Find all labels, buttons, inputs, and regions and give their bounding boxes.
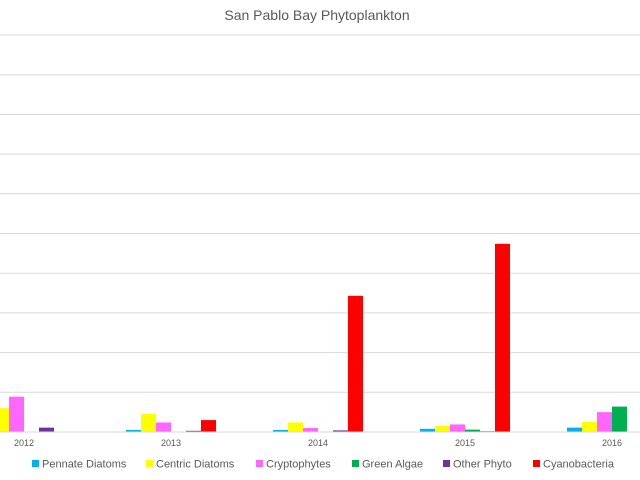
- bar-centric-diatoms-2014: [288, 422, 303, 432]
- x-tick-label: 2016: [602, 438, 622, 448]
- bar-centric-diatoms-2016: [582, 421, 597, 432]
- legend-label: Other Phyto: [453, 459, 512, 471]
- x-tick-label: 2013: [161, 438, 181, 448]
- x-tick-label: 2015: [455, 438, 475, 448]
- bar-cryptophytes-2014: [303, 428, 318, 432]
- legend-label: Green Algae: [362, 459, 423, 471]
- legend-swatch: [256, 460, 263, 467]
- legend-label: Pennate Diatoms: [42, 459, 127, 471]
- bar-centric-diatoms-2013: [141, 413, 156, 432]
- legend-label: Cyanobacteria: [543, 459, 615, 471]
- bar-centric-diatoms-2012: [0, 408, 9, 432]
- legend-swatch: [533, 460, 540, 467]
- legend: Pennate Diatoms Centric Diatoms Cryptophyt…: [32, 459, 615, 471]
- gridlines: [0, 34, 640, 393]
- bar-pennate-diatoms-2014: [273, 430, 288, 432]
- legend-swatch: [443, 460, 450, 467]
- bar-green-algae-2015: [465, 429, 480, 432]
- bar-pennate-diatoms-2016: [567, 427, 582, 432]
- x-tick-labels: 2012 2013 2014 2015 2016: [14, 438, 622, 448]
- legend-label: Cryptophytes: [266, 459, 331, 471]
- bar-cryptophytes-2013: [156, 422, 171, 432]
- bars: [0, 243, 627, 432]
- legend-swatch: [352, 460, 359, 467]
- bar-cryptophytes-2016: [597, 412, 612, 432]
- bar-cryptophytes-2012: [9, 396, 24, 432]
- bar-cyanobacteria-2014: [348, 295, 363, 432]
- bar-cryptophytes-2015: [450, 424, 465, 432]
- x-tick-label: 2012: [14, 438, 34, 448]
- bar-pennate-diatoms-2015: [420, 428, 435, 432]
- x-tick-label: 2014: [308, 438, 328, 448]
- legend-swatch: [32, 460, 39, 467]
- legend-label: Centric Diatoms: [156, 459, 235, 471]
- bar-green-algae-2016: [612, 406, 627, 432]
- bar-other-phyto-2014: [333, 430, 348, 432]
- bar-pennate-diatoms-2013: [126, 430, 141, 432]
- legend-swatch: [146, 460, 153, 467]
- bar-centric-diatoms-2015: [435, 425, 450, 432]
- bar-other-phyto-2013: [186, 430, 201, 432]
- bar-other-phyto-2012: [39, 427, 54, 432]
- bar-cyanobacteria-2013: [201, 420, 216, 432]
- chart-title: San Pablo Bay Phytoplankton: [224, 7, 409, 23]
- bar-cyanobacteria-2015: [495, 243, 510, 432]
